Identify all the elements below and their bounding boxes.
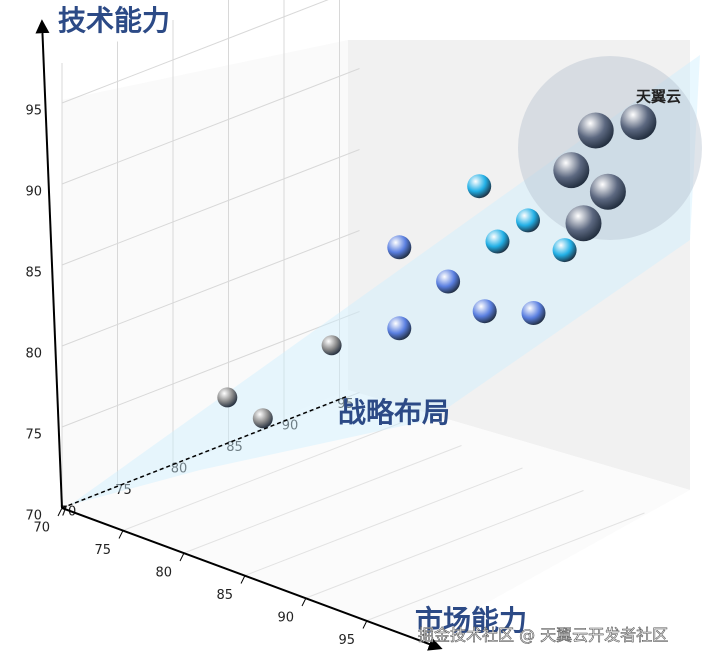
data-point xyxy=(472,299,497,324)
data-point xyxy=(589,173,626,210)
x-tick-label: 90 xyxy=(277,611,294,626)
x-tick-label: 70 xyxy=(33,521,50,536)
grid-line xyxy=(61,68,360,185)
data-point xyxy=(552,238,577,263)
z-tick-label: 95 xyxy=(337,397,354,412)
y-tick-label: 70 xyxy=(25,509,42,524)
data-point xyxy=(577,112,614,149)
data-point xyxy=(521,301,546,325)
x-tick-label: 80 xyxy=(155,566,172,581)
grid-line xyxy=(366,512,645,621)
x-tick-label: 95 xyxy=(338,633,355,648)
data-point xyxy=(321,335,342,356)
x-tick xyxy=(240,575,246,584)
x-tick xyxy=(362,620,368,629)
y-tick-label: 75 xyxy=(25,428,42,443)
grid-line xyxy=(305,490,584,599)
y-tick-label: 80 xyxy=(25,347,42,362)
plot-area xyxy=(217,103,657,429)
y-tick-label: 95 xyxy=(25,104,42,119)
data-point xyxy=(387,235,412,260)
z-tick-label: 80 xyxy=(171,462,188,477)
back-walls xyxy=(62,40,690,640)
watermark: 掘金技术社区 @ 天翼云开发者社区 xyxy=(418,626,668,645)
y-tick-label: 85 xyxy=(25,266,42,281)
data-point xyxy=(436,269,461,294)
data-point xyxy=(565,205,602,242)
grid-line xyxy=(122,422,401,531)
x-tick-label: 75 xyxy=(94,543,111,558)
data-point xyxy=(467,174,492,199)
data-point xyxy=(217,387,238,408)
x-tick xyxy=(57,507,63,517)
grid-line xyxy=(61,0,329,104)
y-axis-label: 技术能力 xyxy=(58,4,170,37)
highlight-circle xyxy=(518,56,702,240)
grid-line xyxy=(61,230,360,347)
z-tick-label: 75 xyxy=(115,483,132,498)
x-tick xyxy=(179,552,185,562)
data-point xyxy=(252,408,273,429)
x-tick-label: 85 xyxy=(216,588,233,603)
data-point xyxy=(485,229,510,254)
axes xyxy=(35,19,443,651)
grid-line xyxy=(61,311,360,428)
data-point xyxy=(553,152,590,189)
data-point xyxy=(387,316,412,341)
y-tick-label: 90 xyxy=(25,185,42,200)
data-point xyxy=(620,103,657,140)
z-axis-label: 战略布局 xyxy=(338,396,450,429)
grid-line xyxy=(61,149,360,266)
grid-line xyxy=(244,467,523,576)
z-tick-label: 85 xyxy=(226,440,243,455)
x-tick xyxy=(118,530,124,539)
annotation: 天翼云 xyxy=(636,88,681,106)
z-tick-label: 90 xyxy=(282,419,299,434)
data-point xyxy=(516,208,540,233)
x-tick xyxy=(301,597,307,607)
grid-line xyxy=(183,445,462,554)
x-axis-label: 市场能力 xyxy=(415,604,527,637)
